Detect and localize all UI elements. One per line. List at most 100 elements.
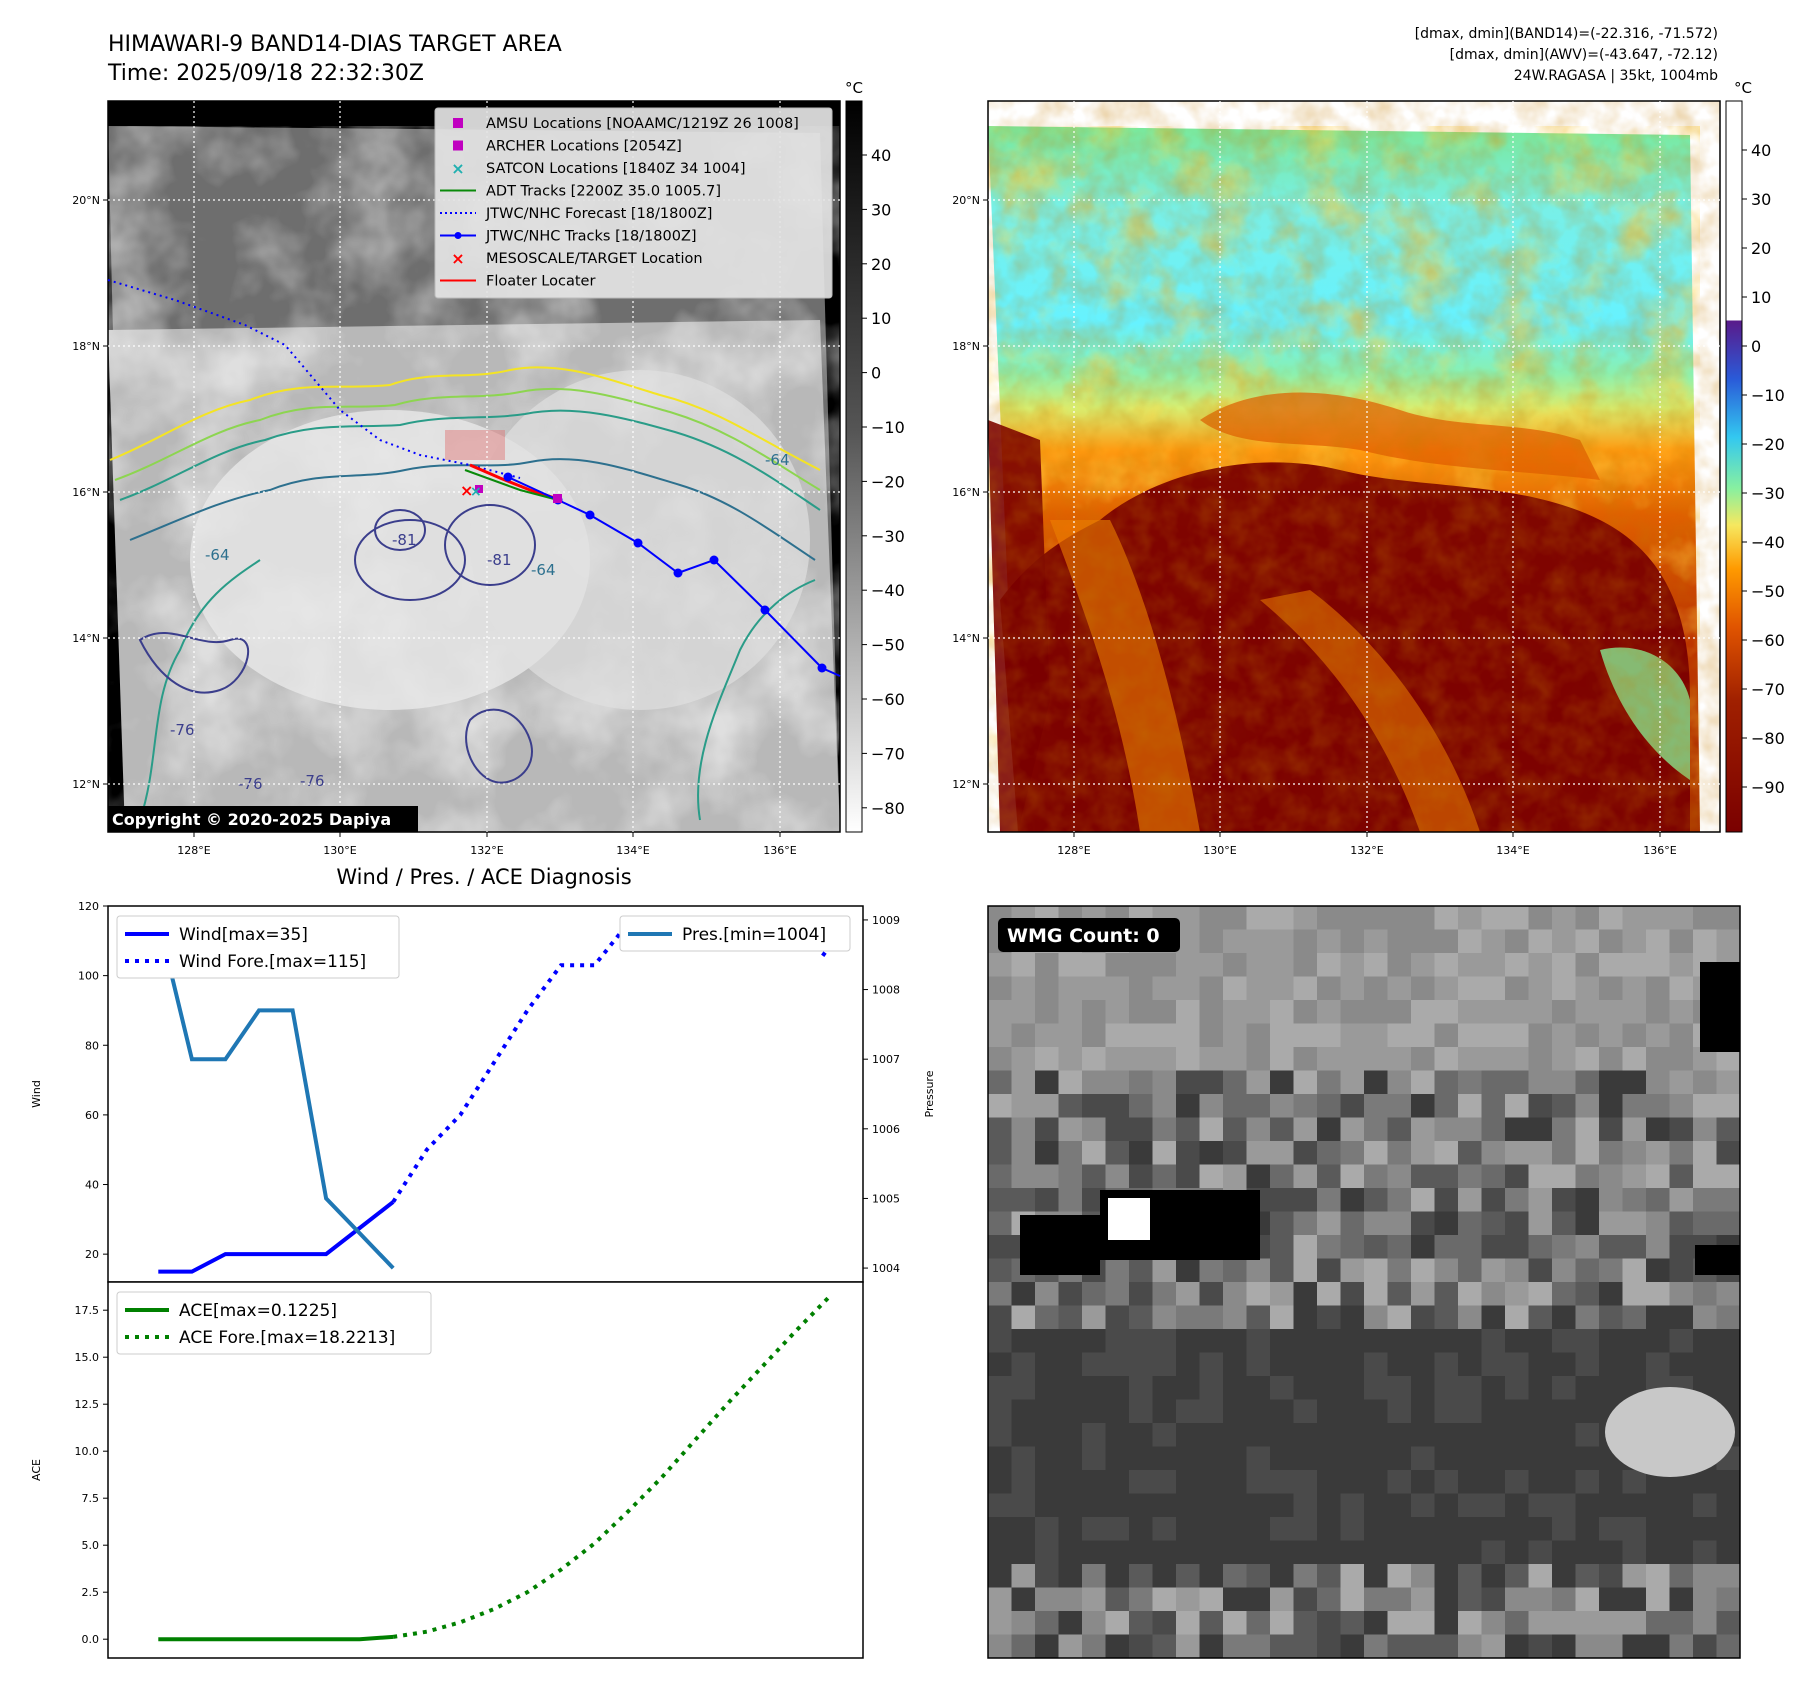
wmg-cell bbox=[1669, 1587, 1694, 1612]
wmg-cell bbox=[1317, 1470, 1341, 1494]
wmg-cell bbox=[1058, 1282, 1083, 1306]
wmg-cell bbox=[1528, 1117, 1553, 1142]
wmg-cell bbox=[1387, 1376, 1412, 1400]
wmg-cell bbox=[1434, 1117, 1459, 1142]
wmg-cell bbox=[1340, 1211, 1365, 1236]
wmg-cell bbox=[1317, 1399, 1341, 1424]
wmg-cell bbox=[1317, 1564, 1341, 1588]
wmg-cell bbox=[1129, 1070, 1153, 1095]
wmg-cell bbox=[1270, 1211, 1294, 1236]
wmg-cell bbox=[1575, 1611, 1600, 1635]
wmg-cell bbox=[1411, 1000, 1435, 1024]
wmg-bright-cell bbox=[1108, 1198, 1150, 1240]
wmg-cell bbox=[1340, 1094, 1365, 1118]
wmg-cell bbox=[1058, 1423, 1083, 1447]
wmg-cell bbox=[1340, 1141, 1365, 1165]
wmg-cell bbox=[1270, 1188, 1294, 1212]
wmg-cell bbox=[1058, 1470, 1083, 1494]
wmg-cell bbox=[1129, 1634, 1153, 1659]
wmg-cell bbox=[1528, 1211, 1553, 1236]
wmg-cell bbox=[1082, 1117, 1106, 1142]
wmg-cell bbox=[1246, 1517, 1271, 1541]
wmg-cell bbox=[1058, 953, 1083, 977]
colorbar-tick-label: −40 bbox=[1751, 533, 1785, 552]
lon-label: 132°E bbox=[470, 844, 503, 857]
wmg-cell bbox=[1552, 1587, 1576, 1612]
colorbar-tick-label: −40 bbox=[871, 581, 905, 600]
wmg-cell bbox=[1387, 953, 1412, 977]
wmg-cell bbox=[1011, 1070, 1036, 1095]
wmg-cell bbox=[1317, 1117, 1341, 1142]
wmg-cell bbox=[1505, 976, 1529, 1001]
series-line bbox=[158, 1634, 394, 1642]
wmg-cell bbox=[1434, 1376, 1459, 1400]
wmg-cell bbox=[1434, 1517, 1459, 1541]
wmg-cell bbox=[1176, 1000, 1200, 1024]
wmg-cell bbox=[1011, 953, 1036, 977]
wmg-cell bbox=[1669, 1000, 1694, 1024]
wmg-cell bbox=[1505, 1211, 1529, 1236]
wmg-cell bbox=[1293, 953, 1318, 977]
wmg-cell bbox=[1293, 1611, 1318, 1635]
wmg-cell bbox=[1246, 1282, 1271, 1306]
wmg-cell bbox=[1458, 1470, 1482, 1494]
wmg-cell bbox=[1176, 1282, 1200, 1306]
legend-label: AMSU Locations [NOAAMC/1219Z 26 1008] bbox=[486, 116, 799, 132]
wmg-cell bbox=[1716, 1587, 1741, 1612]
wmg-cell bbox=[988, 1376, 1012, 1400]
wmg-cell bbox=[1105, 1282, 1130, 1306]
wmg-cell bbox=[1011, 1470, 1036, 1494]
wmg-cell bbox=[1270, 1540, 1294, 1565]
wmg-cell bbox=[1129, 1047, 1153, 1071]
wmg-cell bbox=[1458, 1000, 1482, 1024]
wmg-cell bbox=[1364, 1329, 1388, 1353]
figure-title: HIMAWARI-9 BAND14-DIAS TARGET AREA bbox=[108, 32, 562, 57]
wmg-cell bbox=[1458, 1094, 1482, 1118]
wmg-cell bbox=[1082, 1611, 1106, 1635]
wmg-cell bbox=[1387, 1070, 1412, 1095]
wmg-cell bbox=[1716, 1117, 1741, 1142]
wmg-cell bbox=[1575, 1211, 1600, 1236]
wmg-cell bbox=[1293, 1470, 1318, 1494]
wmg-cell bbox=[1293, 1164, 1318, 1189]
legend-label: SATCON Locations [1840Z 34 1004] bbox=[486, 161, 745, 177]
wmg-cell bbox=[1599, 1376, 1623, 1400]
wmg-cell bbox=[1458, 1352, 1482, 1377]
wmg-cell bbox=[1646, 1094, 1670, 1118]
lat-label: 12°N bbox=[952, 778, 980, 791]
wmg-cell bbox=[1176, 1540, 1200, 1565]
wmg-cell bbox=[1552, 1352, 1576, 1377]
wmg-cell bbox=[1317, 1611, 1341, 1635]
wmg-cell bbox=[1716, 1141, 1741, 1165]
wmg-cell bbox=[1317, 1540, 1341, 1565]
wmg-cell bbox=[1082, 1493, 1106, 1518]
wmg-cell bbox=[1152, 976, 1177, 1001]
wmg-cell bbox=[1199, 1023, 1224, 1048]
wmg-cell bbox=[1599, 1117, 1623, 1142]
wmg-cell bbox=[1199, 1470, 1224, 1494]
wmg-cell bbox=[1693, 1352, 1717, 1377]
wmg-cell bbox=[1270, 1423, 1294, 1447]
wmg-cell bbox=[1622, 976, 1647, 1001]
wmg-cell bbox=[1152, 1470, 1177, 1494]
wmg-cell bbox=[1599, 1493, 1623, 1518]
wmg-cell bbox=[1481, 1587, 1506, 1612]
wmg-cell bbox=[988, 1352, 1012, 1377]
wmg-cell bbox=[1199, 1305, 1224, 1330]
wmg-cell bbox=[1575, 1305, 1600, 1330]
wmg-cell bbox=[1223, 953, 1247, 977]
colorbar-tick-label: −60 bbox=[871, 690, 905, 709]
colorbar-tick-label: −70 bbox=[1751, 680, 1785, 699]
wmg-cell bbox=[1387, 1470, 1412, 1494]
wmg-cell bbox=[1105, 1470, 1130, 1494]
wmg-cell bbox=[1458, 1423, 1482, 1447]
wmg-cell bbox=[1199, 1141, 1224, 1165]
wmg-cell bbox=[1434, 1564, 1459, 1588]
wmg-cell bbox=[1035, 976, 1059, 1001]
wmg-cell bbox=[1340, 1070, 1365, 1095]
wmg-cell bbox=[1693, 1493, 1717, 1518]
wmg-cell bbox=[1152, 1446, 1177, 1471]
wmg-cell bbox=[1458, 1564, 1482, 1588]
wmg-cell bbox=[1364, 1376, 1388, 1400]
wmg-cell bbox=[1622, 1587, 1647, 1612]
